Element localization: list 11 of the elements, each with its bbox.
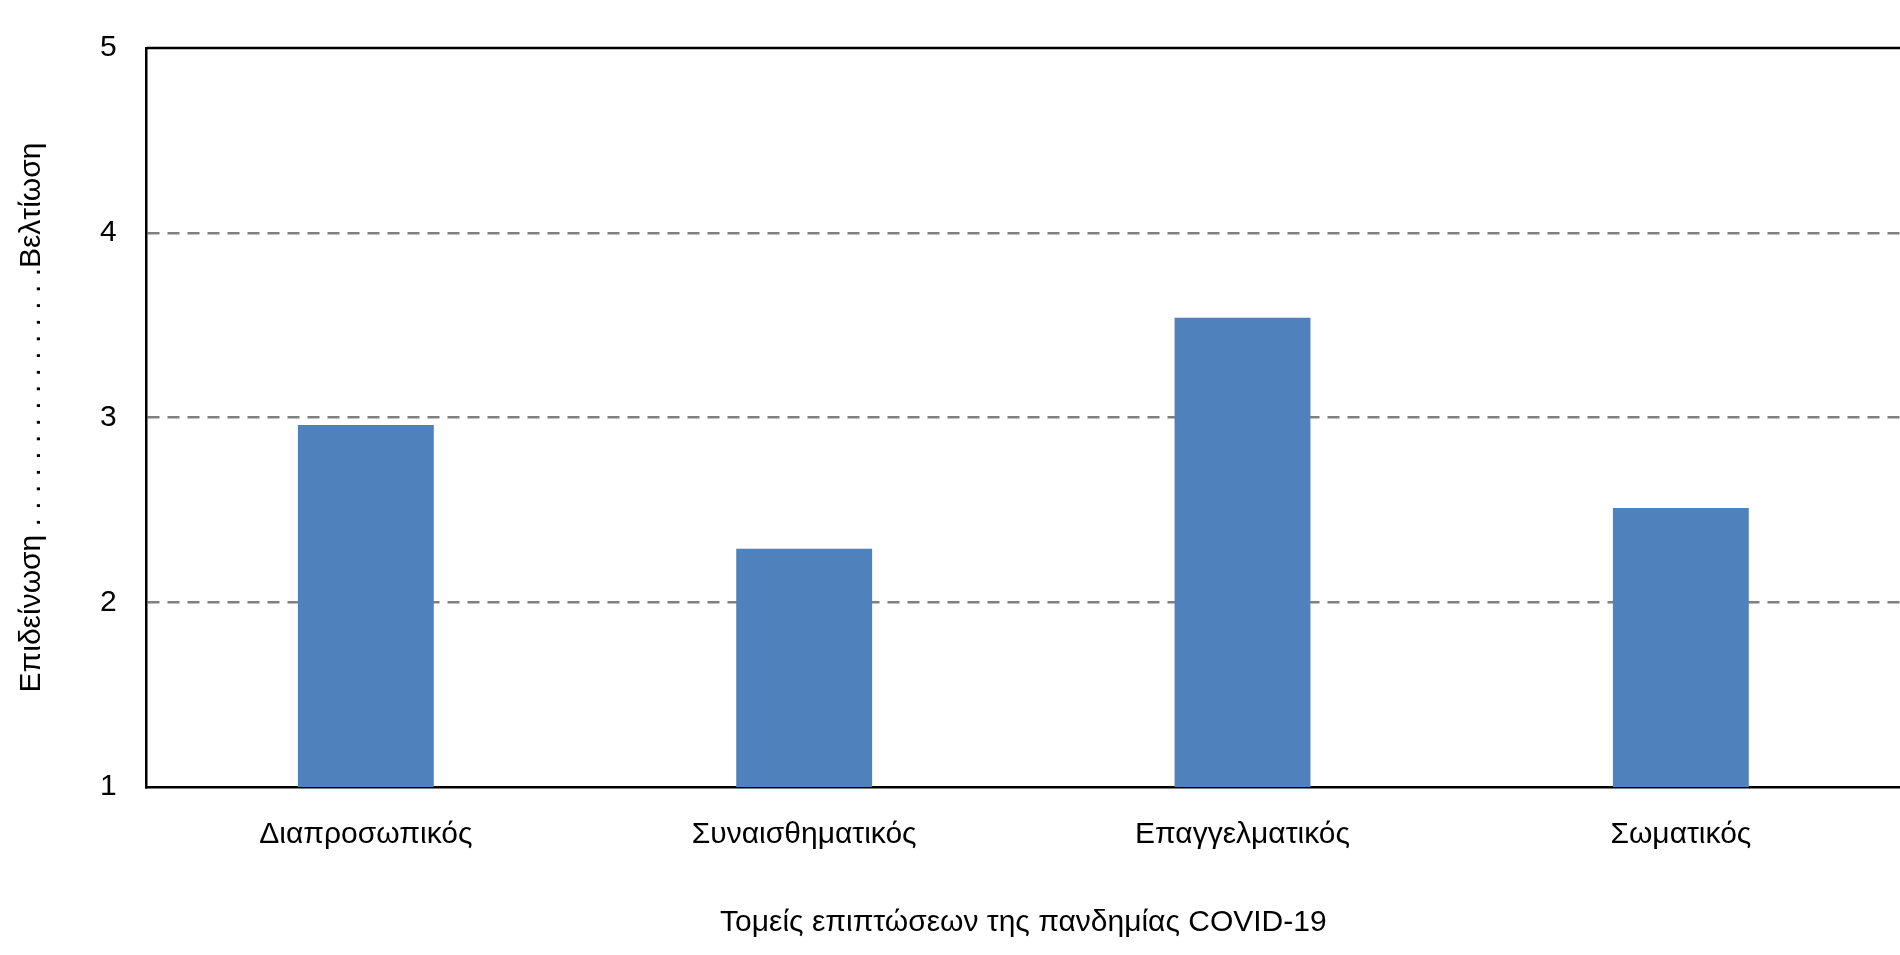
y-tick-label: 5 <box>100 29 117 63</box>
y-axis-title: Επιδείνωση . . . . . . . . . . . . . . . .Βελτίωση <box>13 142 47 693</box>
x-tick-label: Επαγγελματικός <box>1135 816 1350 850</box>
x-tick-label: Συναισθηματικός <box>691 816 917 850</box>
y-tick-label: 4 <box>100 214 117 248</box>
y-tick-label: 1 <box>100 768 117 802</box>
y-tick-label: 3 <box>100 398 117 432</box>
y-tick-label: 2 <box>100 583 117 617</box>
x-tick-label: Σωματικός <box>1610 816 1752 850</box>
x-tick-label: Διαπροσωπικός <box>259 816 473 850</box>
x-axis-title: Τομείς επιπτώσεων της πανδημίας COVID-19 <box>720 904 1327 938</box>
